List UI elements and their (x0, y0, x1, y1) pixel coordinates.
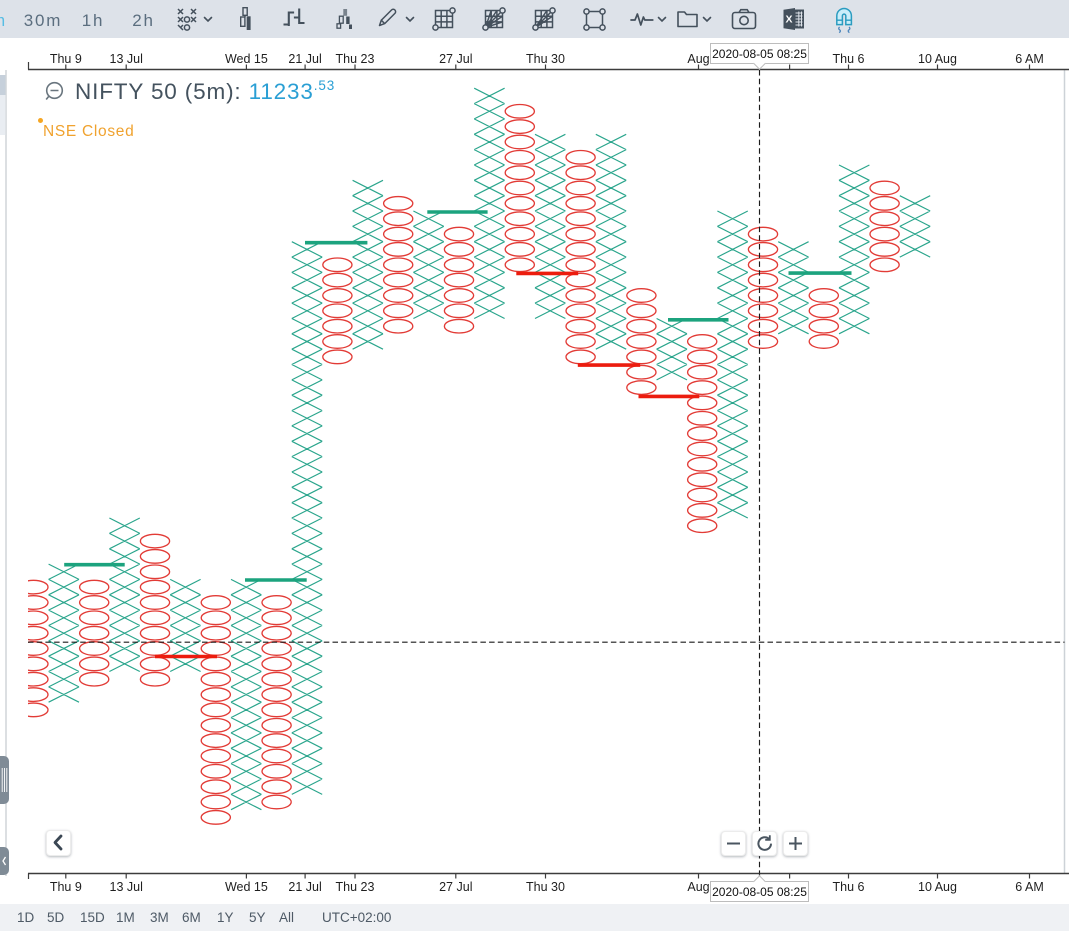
svg-text:X: X (785, 14, 792, 26)
